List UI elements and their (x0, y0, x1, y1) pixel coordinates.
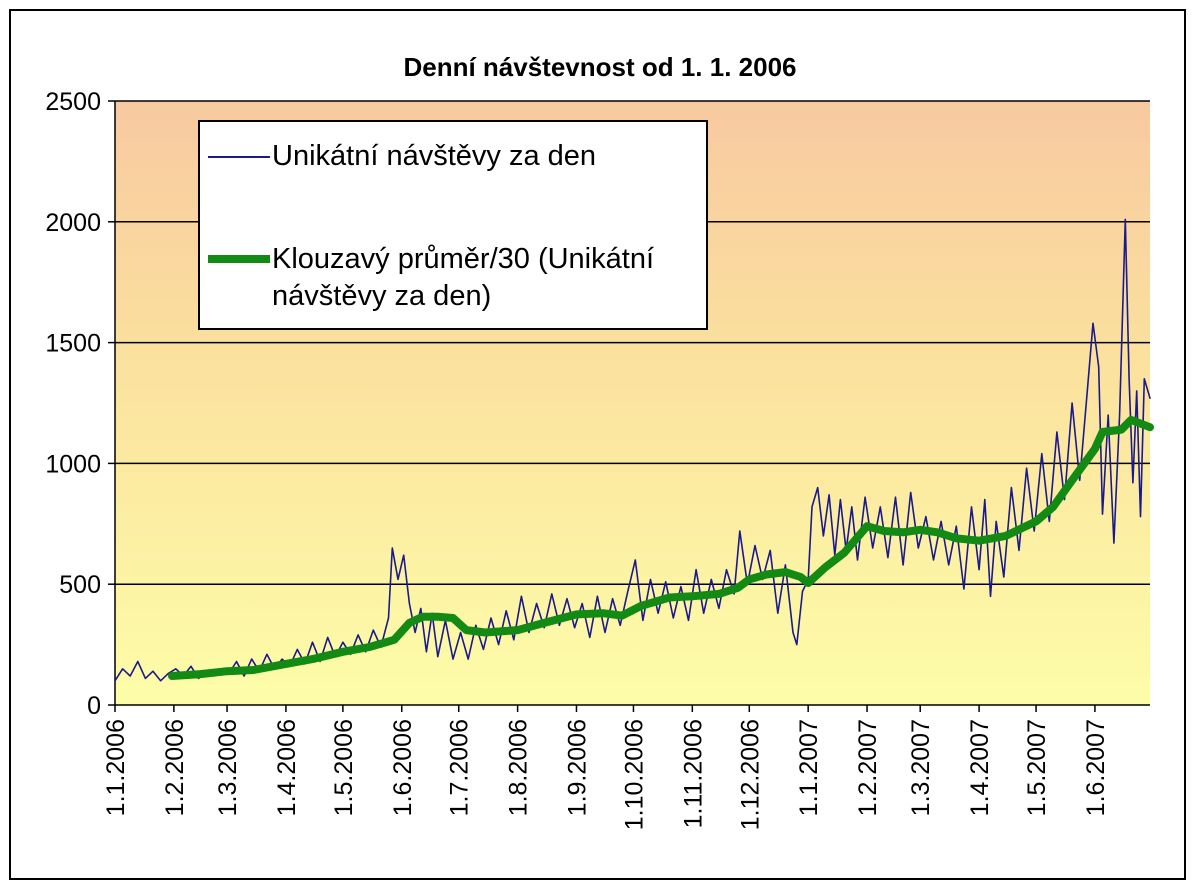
x-tick-label: 1.3.2007 (907, 719, 935, 816)
x-tick-label: 1.1.2007 (795, 719, 823, 816)
series-line-moving-average (168, 415, 1154, 680)
x-tick-label: 1.1.2006 (102, 719, 130, 816)
x-tick-label: 1.5.2006 (330, 719, 358, 816)
x-tick-label: 1.4.2006 (273, 719, 301, 816)
y-tick-label: 0 (87, 692, 101, 720)
y-tick-label: 1000 (45, 450, 101, 478)
y-tick-label: 2500 (45, 88, 101, 116)
y-tick-label: 2000 (45, 209, 101, 237)
x-tick-label: 1.6.2006 (389, 719, 417, 816)
x-tick-label: 1.2.2006 (161, 719, 189, 816)
x-tick-label: 1.8.2006 (505, 719, 533, 816)
y-tick-label: 500 (59, 571, 101, 599)
gridlines (115, 100, 1150, 585)
x-tick-label: 1.5.2007 (1023, 719, 1051, 816)
legend: Unikátní návštěvy za den Klouzavý průměr… (198, 120, 708, 330)
x-tick-label: 1.6.2007 (1082, 719, 1110, 816)
axes: 0 500 1000 1500 2000 2500 1.1.2006 1.2.2006 1.3.… (45, 88, 1150, 830)
series-layer (114, 218, 1154, 682)
legend-label-daily: Unikátní návštěvy za den (272, 140, 597, 172)
legend-label-moving-average-line2: návštěvy za den) (272, 280, 492, 312)
x-tick-label: 1.9.2006 (563, 719, 591, 816)
x-tick-label: 1.4.2007 (966, 719, 994, 816)
x-tick-label: 1.12.2006 (736, 719, 764, 830)
x-tick-label: 1.3.2006 (214, 719, 242, 816)
legend-label-moving-average-line1: Klouzavý průměr/30 (Unikátní (272, 243, 654, 275)
legend-swatches (208, 156, 270, 263)
chart-title: Denní návštevnost od 1. 1. 2006 (403, 52, 796, 82)
x-tick-label: 1.7.2006 (446, 719, 474, 816)
x-tick-label: 1.11.2006 (679, 719, 707, 828)
x-tick-label: 1.2.2007 (854, 719, 882, 816)
y-tick-label: 1500 (45, 330, 101, 358)
x-tick-label: 1.10.2006 (620, 719, 648, 830)
